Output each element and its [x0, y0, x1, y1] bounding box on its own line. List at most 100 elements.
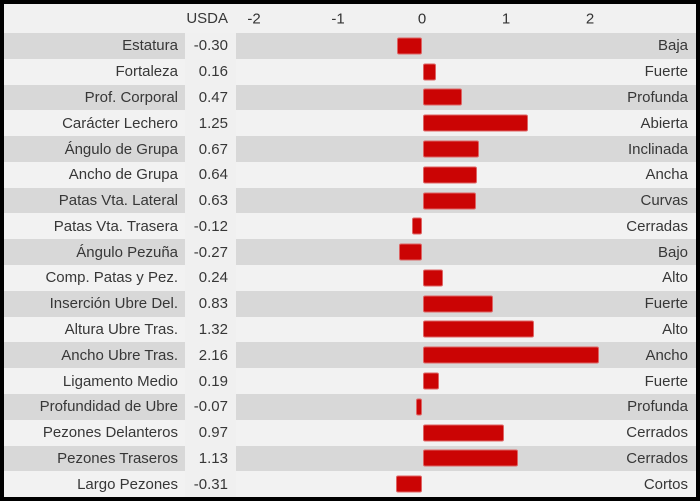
trait-value: 0.16: [185, 58, 236, 85]
trait-bar: [423, 320, 534, 338]
trait-bar-track: [236, 33, 600, 59]
trait-name: Largo Pezones: [77, 475, 178, 493]
trait-descriptor: Curvas: [600, 187, 696, 214]
trait-bar: [416, 398, 422, 416]
trait-value: 0.83: [185, 290, 236, 317]
table-row: Ángulo Pezuña -0.27 Bajo: [4, 239, 696, 266]
trait-value: 0.63: [185, 187, 236, 214]
trait-bar-track: [236, 290, 600, 317]
trait-name: Patas Vta. Lateral: [4, 187, 185, 214]
trait-bar-track: [236, 84, 600, 111]
trait-name: Estatura: [4, 33, 185, 59]
trait-descriptor: Profunda: [600, 84, 696, 111]
table-row: Patas Vta. Lateral 0.63 Curvas: [4, 187, 696, 214]
table-row: Pezones Traseros 1.13 Cerrados: [4, 445, 696, 472]
axis-tick: 0: [417, 10, 427, 27]
trait-name: Ancho Ubre Tras.: [4, 342, 185, 369]
trait-value: -0.07: [185, 393, 236, 420]
table-row: Comp. Patas y Pez. 0.24 Alto: [4, 265, 696, 291]
table-row: Inserción Ubre Del. 0.83 Fuerte: [4, 290, 696, 317]
trait-bar-track: [236, 368, 600, 394]
table-row: Ancho de Grupa 0.64 Ancha: [4, 161, 696, 188]
trait-bar: [396, 37, 422, 55]
table-row: Patas Vta. Trasera -0.12 Cerradas: [4, 213, 696, 240]
trait-name: Altura Ubre Tras.: [64, 320, 178, 338]
trait-descriptor: Profunda: [600, 393, 696, 420]
trait-name: Ligamento Medio: [62, 372, 178, 390]
trait-bar-track: [236, 136, 600, 162]
trait-bar: [423, 192, 476, 210]
trait-bar: [423, 166, 477, 184]
trait-table: Estatura -0.30 Baja Fortaleza 0.16 Fuert…: [4, 33, 696, 497]
trait-bar-track: [236, 213, 600, 239]
trait-bar: [411, 217, 422, 235]
trait-descriptor: Cerrados: [600, 445, 696, 472]
trait-bar-track: [236, 187, 600, 214]
table-row: Carácter Lechero 1.25 Abierta: [4, 110, 696, 137]
trait-bar-track: [236, 471, 600, 497]
trait-name: Comp. Patas y Pez.: [45, 269, 178, 287]
trait-value: -0.31: [185, 471, 236, 497]
trait-bar-track: [236, 420, 600, 446]
trait-bar-track: [236, 239, 600, 266]
table-row: Fortaleza 0.16 Fuerte: [4, 58, 696, 85]
trait-descriptor: Fuerte: [644, 372, 688, 390]
trait-bar: [423, 88, 463, 106]
trait-descriptor: Inclinada: [600, 136, 696, 162]
trait-bar: [423, 424, 505, 442]
trait-bar: [423, 140, 480, 158]
trait-bar: [423, 449, 518, 467]
trait-name: Carácter Lechero: [62, 114, 178, 132]
trait-descriptor: Alto: [662, 269, 688, 287]
trait-value: 1.13: [185, 445, 236, 472]
trait-name: Fortaleza: [115, 63, 178, 81]
trait-descriptor: Ancha: [645, 166, 688, 184]
table-row: Ancho Ubre Tras. 2.16 Ancho: [4, 342, 696, 369]
trait-value: 0.24: [185, 265, 236, 291]
header-row: USDA -2 -1 0 1 2: [4, 4, 696, 33]
table-row: Profundidad de Ubre -0.07 Profunda: [4, 393, 696, 420]
series-label: USDA: [185, 10, 236, 27]
trait-bar: [423, 114, 528, 132]
trait-descriptor: Abierta: [640, 114, 688, 132]
trait-bar: [423, 269, 444, 287]
trait-value: 0.67: [185, 136, 236, 162]
trait-descriptor: Bajo: [600, 239, 696, 266]
trait-value: 0.64: [185, 161, 236, 188]
trait-bar: [423, 346, 599, 364]
trait-name: Ángulo Pezuña: [4, 239, 185, 266]
trait-name: Patas Vta. Trasera: [53, 217, 178, 235]
table-row: Pezones Delanteros 0.97 Cerrados: [4, 419, 696, 446]
trait-descriptor: Fuerte: [600, 290, 696, 317]
trait-bar-track: [236, 162, 600, 188]
trait-bar: [399, 243, 422, 261]
trait-value: -0.12: [185, 213, 236, 240]
trait-value: 1.32: [185, 316, 236, 343]
trait-value: 0.47: [185, 84, 236, 111]
table-row: Largo Pezones -0.31 Cortos: [4, 471, 696, 497]
table-row: Ligamento Medio 0.19 Fuerte: [4, 368, 696, 394]
trait-bar-track: [236, 445, 600, 472]
trait-name: Inserción Ubre Del.: [4, 290, 185, 317]
trait-value: -0.30: [185, 33, 236, 59]
trait-bar: [423, 295, 493, 313]
trait-descriptor: Baja: [600, 33, 696, 59]
axis-tick: 1: [501, 10, 511, 27]
trait-name: Ángulo de Grupa: [4, 136, 185, 162]
trait-name: Pezones Traseros: [4, 445, 185, 472]
trait-bar-track: [236, 110, 600, 136]
axis-tick: -1: [331, 10, 345, 27]
table-row: Prof. Corporal 0.47 Profunda: [4, 84, 696, 111]
trait-bar: [423, 63, 437, 81]
trait-value: 1.25: [185, 110, 236, 137]
trait-value: 0.19: [185, 368, 236, 394]
table-row: Estatura -0.30 Baja: [4, 33, 696, 59]
trait-value: 2.16: [185, 342, 236, 369]
trait-descriptor: Cerradas: [626, 217, 688, 235]
trait-descriptor: Fuerte: [644, 63, 688, 81]
table-row: Altura Ubre Tras. 1.32 Alto: [4, 316, 696, 343]
trait-bar-track: [236, 317, 600, 343]
trait-bar-track: [236, 342, 600, 369]
trait-descriptor: Ancho: [600, 342, 696, 369]
